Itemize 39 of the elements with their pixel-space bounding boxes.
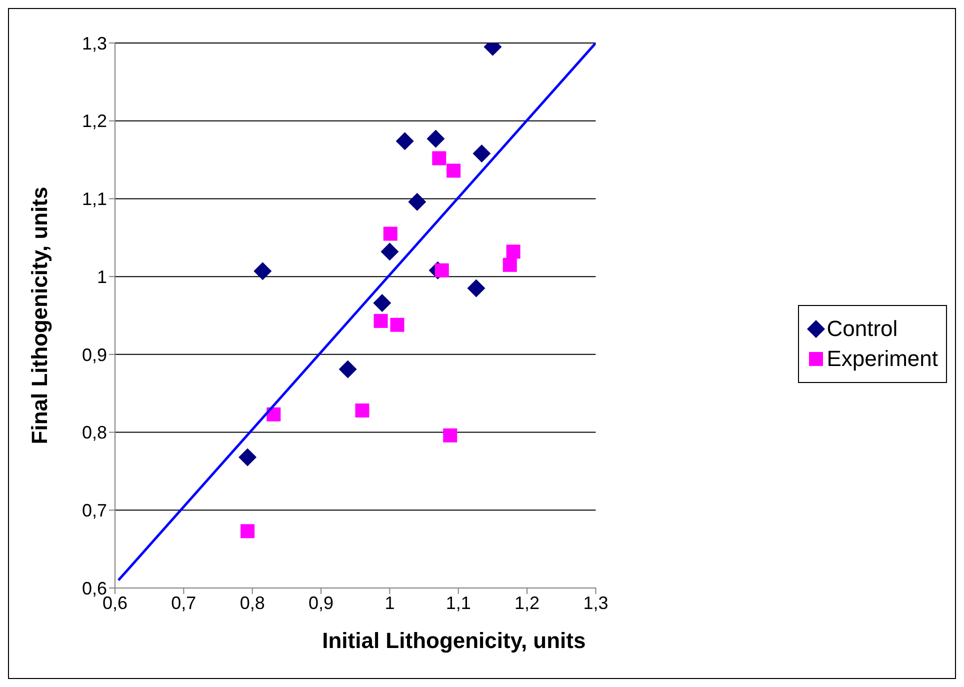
point [383,226,398,241]
point [506,244,520,259]
point [502,258,517,272]
point [443,428,458,442]
point [426,130,445,148]
x-tick-label: 1 [384,592,395,613]
x-tick-label: 0,7 [171,592,196,613]
point [390,318,404,332]
x-tick-label: 1,1 [446,592,471,613]
y-tick-label: 1 [96,266,107,287]
point [240,524,255,538]
y-tick-label: 1,2 [82,111,107,132]
point [432,151,446,166]
y-tick-label: 0,9 [82,344,107,365]
x-tick-label: 1,2 [514,592,540,613]
point [338,360,357,378]
legend-label: Control [826,316,898,342]
point [467,279,486,298]
y-axis-title: Final Lithogenicity, units [26,186,52,444]
legend-label: Experiment [826,346,938,372]
point [380,242,399,261]
point [408,192,426,211]
point [472,144,491,163]
x-axis-title: Initial Lithogenicity, units [322,628,586,653]
y-tick-label: 0,7 [82,500,107,521]
point [355,403,370,418]
x-tick-label: 0,8 [240,592,265,613]
point [434,263,449,278]
point [238,448,257,466]
y-tick-label: 1,3 [82,33,107,54]
x-tick-label: 1,3 [583,592,608,613]
point [396,132,414,150]
point [374,314,388,328]
point [373,294,392,312]
point [446,164,461,178]
point [254,262,272,280]
x-tick-label: 0,9 [308,592,334,613]
y-tick-label: 1,1 [82,189,107,210]
y-tick-label: 0,8 [82,422,107,443]
